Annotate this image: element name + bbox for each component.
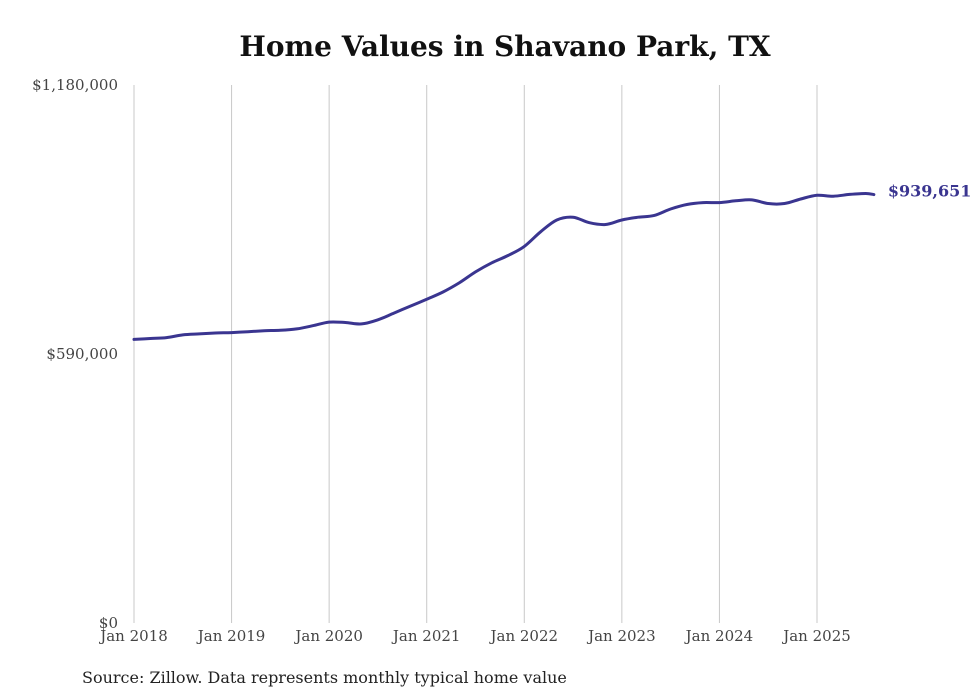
x-tick-label: Jan 2023	[586, 627, 656, 645]
x-tick-label: Jan 2019	[196, 627, 266, 645]
x-tick-label: Jan 2021	[391, 627, 461, 645]
y-tick-label: $1,180,000	[32, 76, 118, 94]
source-note: Source: Zillow. Data represents monthly …	[82, 668, 567, 687]
x-tick-label: Jan 2018	[98, 627, 168, 645]
x-tick-label: Jan 2025	[781, 627, 851, 645]
end-value-label: $939,651	[888, 182, 972, 201]
y-axis-ticks: $0 $590,000 $1,180,000	[32, 76, 118, 632]
series-line	[132, 192, 876, 341]
gridlines	[133, 85, 818, 623]
series-layer: $939,651	[132, 182, 972, 341]
chart-title: Home Values in Shavano Park, TX	[239, 30, 771, 63]
y-tick-label: $0	[99, 614, 118, 632]
x-tick-label: Jan 2022	[489, 627, 559, 645]
x-axis-ticks: Jan 2018 Jan 2019 Jan 2020 Jan 2021 Jan 2022…	[98, 627, 851, 645]
x-tick-label: Jan 2020	[293, 627, 363, 645]
y-tick-label: $590,000	[46, 345, 118, 363]
x-tick-label: Jan 2024	[684, 627, 754, 645]
